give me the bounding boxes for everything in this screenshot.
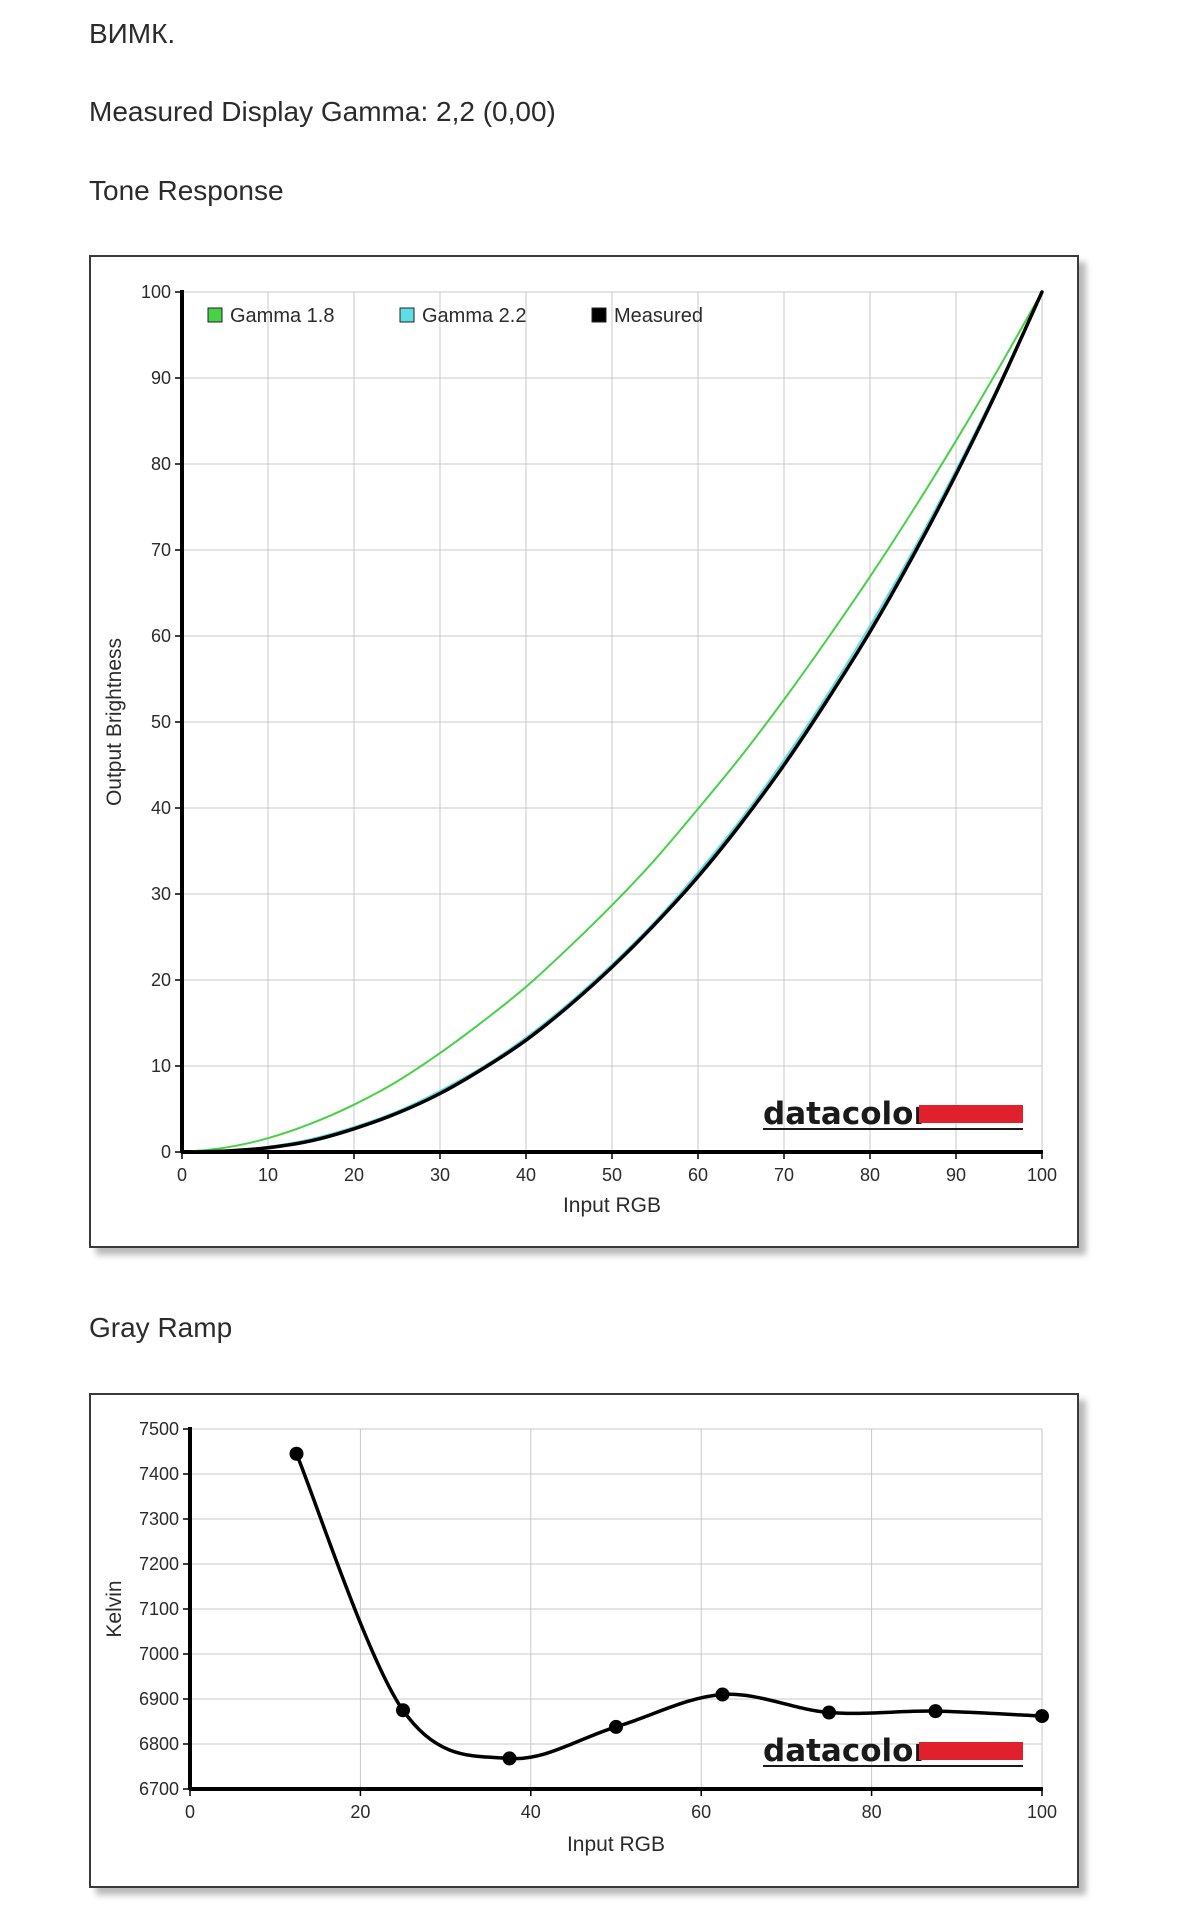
y-tick-label: 40 bbox=[151, 798, 171, 818]
datacolor-logo-text: datacolor bbox=[763, 1733, 929, 1769]
gray-ramp-chart: 0 20 40 60 80 100 6700 6800 6900 7000 7100 7200 7300… bbox=[89, 1393, 1079, 1888]
series-line bbox=[294, 1452, 1044, 1761]
gray-ramp-heading: Gray Ramp bbox=[89, 1312, 233, 1343]
data-point bbox=[502, 1751, 517, 1766]
datacolor-logo-bar bbox=[919, 1742, 1023, 1760]
x-tick-label: 100 bbox=[1027, 1165, 1057, 1185]
legend-swatch bbox=[591, 307, 607, 323]
data-point bbox=[1035, 1709, 1049, 1724]
x-tick-label: 30 bbox=[430, 1165, 450, 1185]
x-tick-label: 0 bbox=[177, 1165, 187, 1185]
x-tick-label: 10 bbox=[258, 1165, 278, 1185]
data-point bbox=[609, 1719, 623, 1734]
x-axis-title: Input RGB bbox=[567, 1833, 665, 1856]
x-tick-label: 90 bbox=[946, 1165, 966, 1185]
data-point bbox=[928, 1704, 943, 1719]
y-tick-label: 70 bbox=[151, 540, 171, 560]
y-tick-label: 7500 bbox=[139, 1419, 179, 1439]
x-axis-title: Input RGB bbox=[563, 1194, 661, 1217]
model-heading: ВИМК. bbox=[89, 18, 176, 49]
x-tick-label: 50 bbox=[602, 1165, 622, 1185]
datacolor-logo: datacolor bbox=[763, 1096, 1023, 1132]
tone-response-heading: Tone Response bbox=[89, 175, 284, 206]
legend-label: Measured bbox=[614, 305, 703, 327]
datacolor-logo-text: datacolor bbox=[763, 1096, 929, 1132]
x-tick-label: 80 bbox=[862, 1802, 882, 1822]
series-line bbox=[180, 290, 1044, 1154]
legend-label: Gamma 1.8 bbox=[230, 305, 334, 327]
datacolor-logo: datacolor bbox=[763, 1733, 1023, 1769]
data-point bbox=[289, 1446, 304, 1461]
x-tick-label: 60 bbox=[691, 1802, 711, 1822]
y-tick-label: 7300 bbox=[139, 1509, 179, 1529]
data-point bbox=[822, 1705, 836, 1720]
x-tick-label: 60 bbox=[688, 1165, 708, 1185]
gray-ramp-plot: 0 20 40 60 80 100 6700 6800 6900 7000 7100 7200 7300… bbox=[103, 1419, 1057, 1856]
legend: Gamma 1.8 Gamma 2.2 Measured bbox=[207, 305, 703, 327]
series-group bbox=[289, 1446, 1049, 1766]
legend-swatch bbox=[399, 307, 415, 323]
y-tick-label: 7000 bbox=[139, 1644, 179, 1664]
y-tick-label: 7100 bbox=[139, 1599, 179, 1619]
data-point bbox=[396, 1703, 410, 1718]
y-tick-label: 6800 bbox=[139, 1734, 179, 1754]
y-axis-title: Kelvin bbox=[103, 1580, 126, 1637]
y-tick-label: 80 bbox=[151, 454, 171, 474]
legend-label: Gamma 2.2 bbox=[422, 305, 526, 327]
y-tick-label: 90 bbox=[151, 368, 171, 388]
y-tick-label: 50 bbox=[151, 712, 171, 732]
y-tick-label: 6900 bbox=[139, 1689, 179, 1709]
x-tick-label: 40 bbox=[516, 1165, 536, 1185]
data-point bbox=[715, 1687, 730, 1702]
grid bbox=[182, 291, 1043, 1152]
y-tick-label: 100 bbox=[141, 282, 171, 302]
y-tick-label: 30 bbox=[151, 884, 171, 904]
y-tick-label: 60 bbox=[151, 626, 171, 646]
x-tick-label: 40 bbox=[521, 1802, 541, 1822]
grid bbox=[190, 1428, 1043, 1789]
y-tick-label: 0 bbox=[161, 1142, 171, 1162]
x-tick-label: 20 bbox=[344, 1165, 364, 1185]
measured-gamma-text: Measured Display Gamma: 2,2 (0,00) bbox=[89, 96, 556, 127]
x-tick-label: 80 bbox=[860, 1165, 880, 1185]
y-tick-label: 10 bbox=[151, 1056, 171, 1076]
y-tick-label: 7200 bbox=[139, 1554, 179, 1574]
y-tick-label: 7400 bbox=[139, 1464, 179, 1484]
tone-response-plot: 0 10 20 30 40 50 60 70 80 90 100 0 10 20 30 40 50 60 70 80 9… bbox=[103, 282, 1057, 1217]
tone-response-chart: 0 10 20 30 40 50 60 70 80 90 100 0 10 20 30 40 50 60 70 80 9… bbox=[89, 255, 1079, 1248]
y-axis-title: Output Brightness bbox=[103, 638, 126, 806]
x-tick-label: 70 bbox=[774, 1165, 794, 1185]
legend-swatch bbox=[207, 307, 223, 323]
datacolor-logo-bar bbox=[919, 1105, 1023, 1123]
series-group bbox=[180, 290, 1044, 1154]
x-tick-label: 100 bbox=[1027, 1802, 1057, 1822]
x-tick-label: 0 bbox=[185, 1802, 195, 1822]
y-tick-label: 6700 bbox=[139, 1779, 179, 1799]
series-line bbox=[181, 291, 1043, 1153]
y-tick-label: 20 bbox=[151, 970, 171, 990]
x-tick-label: 20 bbox=[350, 1802, 370, 1822]
